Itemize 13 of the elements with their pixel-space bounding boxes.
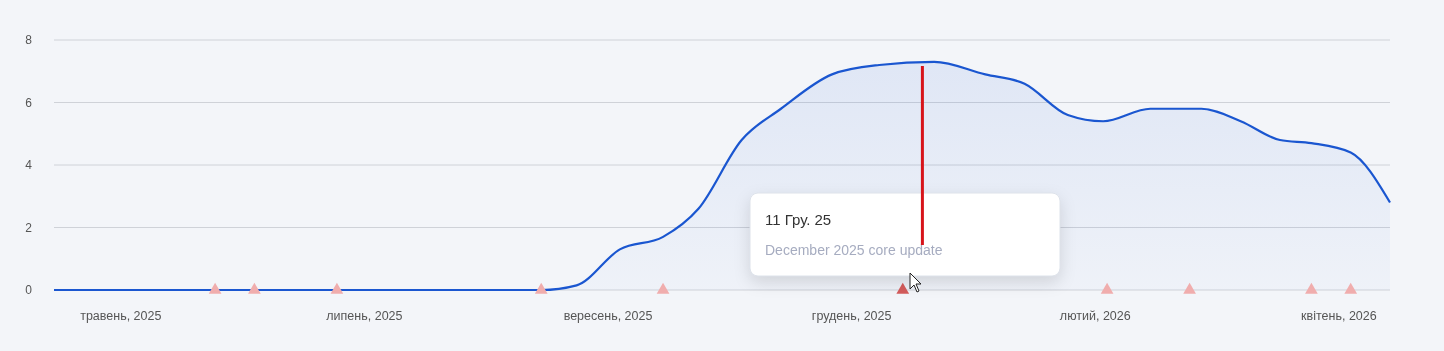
x-tick-label: квітень, 2026	[1301, 309, 1377, 323]
y-tick-label: 0	[25, 283, 33, 297]
y-tick-label: 8	[25, 33, 33, 47]
x-tick-label: липень, 2025	[326, 309, 403, 323]
x-tick-label: вересень, 2025	[563, 309, 653, 323]
x-tick-label: лютий, 2026	[1059, 309, 1131, 323]
y-tick-label: 6	[25, 95, 33, 110]
y-tick-label: 4	[25, 158, 33, 172]
x-tick-label: травень, 2025	[80, 309, 162, 323]
annotation: 11 Гру. 25	[765, 211, 832, 228]
x-tick-label: грудень, 2025	[811, 309, 892, 323]
y-tick-label: 2	[25, 220, 33, 235]
annotation: December 2025 core update	[765, 242, 943, 258]
